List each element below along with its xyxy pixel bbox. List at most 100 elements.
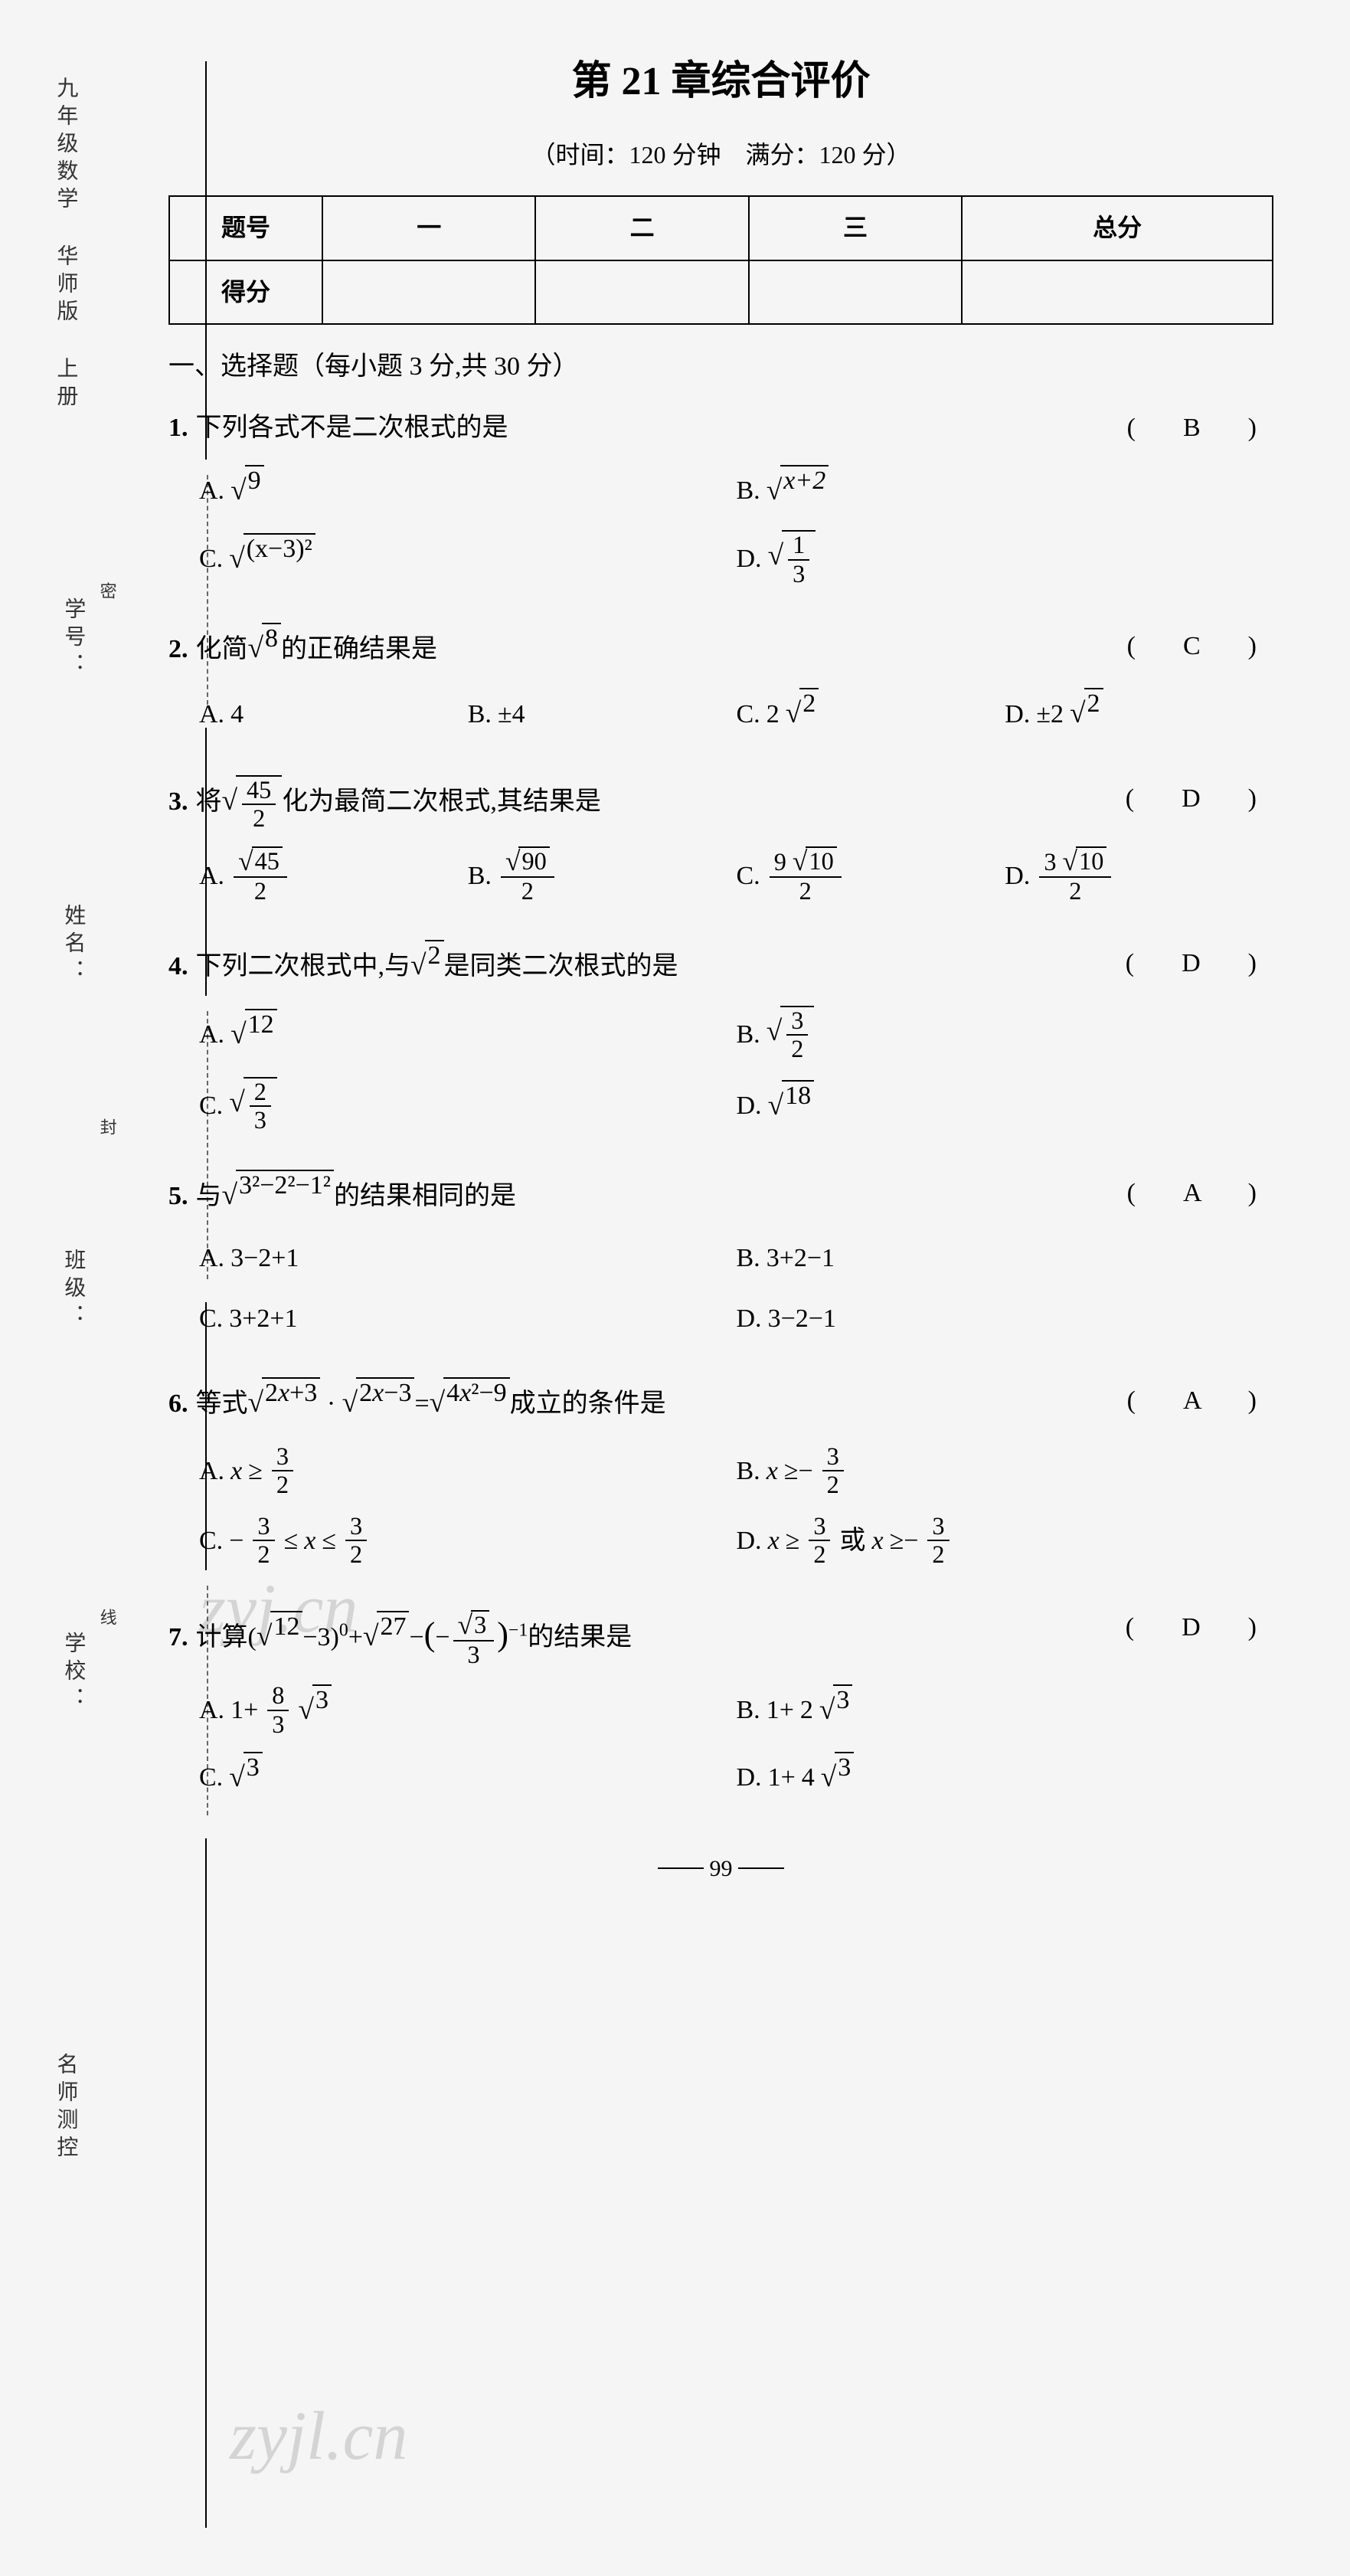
options: A. x≥32 B. x≥−32 C. −32≤x≤32 D. x≥32或 x≥… bbox=[168, 1443, 1273, 1583]
option-d: D.3 102 bbox=[1005, 846, 1273, 905]
option-c: C.23 bbox=[199, 1077, 737, 1134]
answer-value: B bbox=[1183, 414, 1211, 442]
page-num-value: 99 bbox=[710, 1856, 733, 1881]
option-b: B. 1+23 bbox=[737, 1682, 1274, 1738]
seal-feng: 封 bbox=[92, 1118, 123, 1141]
answer-slot: ( D ) bbox=[1126, 940, 1267, 987]
answer-slot: ( A ) bbox=[1127, 1170, 1267, 1216]
page-subtitle: （时间：120 分钟 满分：120 分） bbox=[168, 133, 1273, 178]
table-row: 题号 一 二 三 总分 bbox=[169, 196, 1273, 260]
options: A.452 B.902 C.9 102 D.3 102 bbox=[168, 846, 1273, 919]
td-label: 得分 bbox=[169, 260, 322, 325]
answer-value: D bbox=[1182, 1613, 1211, 1642]
question-text: 等式2x+3 · 2x−3=4x²−9成立的条件是 bbox=[196, 1377, 666, 1429]
option-d: D.18 bbox=[737, 1077, 1274, 1134]
label-xingming: 姓名： bbox=[54, 904, 92, 987]
answer-value: C bbox=[1183, 632, 1211, 660]
question-num: 3. bbox=[168, 778, 188, 825]
th-col: 总分 bbox=[962, 196, 1273, 260]
deco-line-icon bbox=[658, 1861, 704, 1876]
option-b: B. 3+2−1 bbox=[737, 1235, 1274, 1281]
option-a: A.12 bbox=[199, 1006, 737, 1063]
question-num: 6. bbox=[168, 1380, 188, 1427]
option-d: D. x≥32或 x≥−32 bbox=[737, 1513, 1274, 1569]
option-b: B.902 bbox=[468, 846, 737, 905]
option-a: A. 3−2+1 bbox=[199, 1235, 737, 1281]
seal-mi: 密 bbox=[92, 582, 123, 605]
option-b: B.32 bbox=[737, 1006, 1274, 1063]
options: A.9 B.x+2 C.(x−3)² D.13 bbox=[168, 465, 1273, 601]
answer-slot: ( B ) bbox=[1127, 404, 1267, 451]
answer-slot: ( A ) bbox=[1127, 1377, 1267, 1424]
answer-value: A bbox=[1183, 1386, 1211, 1415]
option-b: B.x+2 bbox=[737, 465, 1274, 516]
label-xuehao: 学号： bbox=[54, 597, 92, 680]
binding-margin: 九年级数学 华师版 上册 学号： 密 姓名： 封 班级： 学校： 线 名师测控 bbox=[77, 61, 138, 2512]
question-text: 与3²−2²−1²的结果相同的是 bbox=[196, 1170, 516, 1221]
question-text: 化简8的正确结果是 bbox=[196, 623, 438, 674]
book-label: 九年级数学 华师版 上册 bbox=[46, 77, 84, 412]
answer-value: D bbox=[1182, 784, 1211, 813]
seal-xian: 线 bbox=[92, 1609, 123, 1632]
question-6: ( A ) 6. 等式2x+3 · 2x−3=4x²−9成立的条件是 A. x≥… bbox=[168, 1377, 1273, 1582]
td-cell bbox=[749, 260, 962, 325]
watermark: zyjl.cn bbox=[230, 2375, 407, 2499]
th-label: 题号 bbox=[169, 196, 322, 260]
label-mingshi: 名师测控 bbox=[46, 2053, 84, 2163]
option-a: A. 4 bbox=[199, 688, 468, 739]
td-cell bbox=[535, 260, 748, 325]
page-title: 第 21 章综合评价 bbox=[168, 46, 1273, 118]
option-a: A.9 bbox=[199, 465, 737, 516]
question-4: ( D ) 4. 下列二次根式中,与2是同类二次根式的是 A.12 B.32 C… bbox=[168, 940, 1273, 1147]
option-c: C.3 bbox=[199, 1752, 737, 1803]
option-a: A. 1+833 bbox=[199, 1682, 737, 1738]
option-c: C. 3+2+1 bbox=[199, 1295, 737, 1342]
question-num: 4. bbox=[168, 943, 188, 990]
option-b: B. x≥−32 bbox=[737, 1443, 1274, 1499]
question-1: ( B ) 1. 下列各式不是二次根式的是 A.9 B.x+2 C.(x−3)²… bbox=[168, 404, 1273, 602]
label-banji: 班级： bbox=[54, 1249, 92, 1331]
th-col: 一 bbox=[322, 196, 535, 260]
option-d: D. ±22 bbox=[1005, 688, 1273, 739]
score-table: 题号 一 二 三 总分 得分 bbox=[168, 195, 1273, 325]
option-b: B. ±4 bbox=[468, 688, 737, 739]
option-a: A. x≥32 bbox=[199, 1443, 737, 1499]
option-d: D.13 bbox=[737, 530, 1274, 588]
answer-value: D bbox=[1182, 949, 1211, 977]
option-d: D. 1+43 bbox=[737, 1752, 1274, 1803]
question-text: 将452化为最简二次根式,其结果是 bbox=[196, 775, 601, 833]
options: A. 4 B. ±4 C. 22 D. ±22 bbox=[168, 688, 1273, 753]
question-3: ( D ) 3. 将452化为最简二次根式,其结果是 A.452 B.902 C… bbox=[168, 775, 1273, 919]
question-num: 5. bbox=[168, 1173, 188, 1219]
question-7: ( D ) 7. 计算(12−3)0+27−(−33)−1的结果是 A. 1+8… bbox=[168, 1604, 1273, 1818]
table-row: 得分 bbox=[169, 260, 1273, 325]
th-col: 三 bbox=[749, 196, 962, 260]
options: A.12 B.32 C.23 D.18 bbox=[168, 1006, 1273, 1148]
answer-value: A bbox=[1183, 1179, 1211, 1207]
option-c: C.9 102 bbox=[737, 846, 1005, 905]
question-num: 2. bbox=[168, 626, 188, 673]
section-heading: 一、选择题（每小题 3 分,共 30 分） bbox=[168, 343, 1273, 390]
question-num: 7. bbox=[168, 1614, 188, 1661]
question-5: ( A ) 5. 与3²−2²−1²的结果相同的是 A. 3−2+1 B. 3+… bbox=[168, 1170, 1273, 1357]
question-2: ( C ) 2. 化简8的正确结果是 A. 4 B. ±4 C. 22 D. ±… bbox=[168, 623, 1273, 754]
question-text: 计算(12−3)0+27−(−33)−1的结果是 bbox=[196, 1604, 633, 1669]
question-text: 下列各式不是二次根式的是 bbox=[196, 404, 508, 451]
option-c: C. −32≤x≤32 bbox=[199, 1513, 737, 1569]
option-c: C. 22 bbox=[737, 688, 1005, 739]
answer-slot: ( C ) bbox=[1127, 623, 1267, 669]
th-col: 二 bbox=[535, 196, 748, 260]
options: A. 3−2+1 B. 3+2−1 C. 3+2+1 D. 3−2−1 bbox=[168, 1235, 1273, 1356]
question-num: 1. bbox=[168, 404, 188, 451]
answer-slot: ( D ) bbox=[1126, 775, 1267, 822]
options: A. 1+833 B. 1+23 C.3 D. 1+43 bbox=[168, 1682, 1273, 1817]
answer-slot: ( D ) bbox=[1126, 1604, 1267, 1651]
td-cell bbox=[322, 260, 535, 325]
deco-line-icon bbox=[738, 1861, 784, 1876]
question-text: 下列二次根式中,与2是同类二次根式的是 bbox=[196, 940, 678, 991]
option-a: A.452 bbox=[199, 846, 468, 905]
td-cell bbox=[962, 260, 1273, 325]
label-xuexiao: 学校： bbox=[54, 1632, 92, 1714]
page-number: 99 bbox=[168, 1848, 1273, 1890]
option-d: D. 3−2−1 bbox=[737, 1295, 1274, 1342]
